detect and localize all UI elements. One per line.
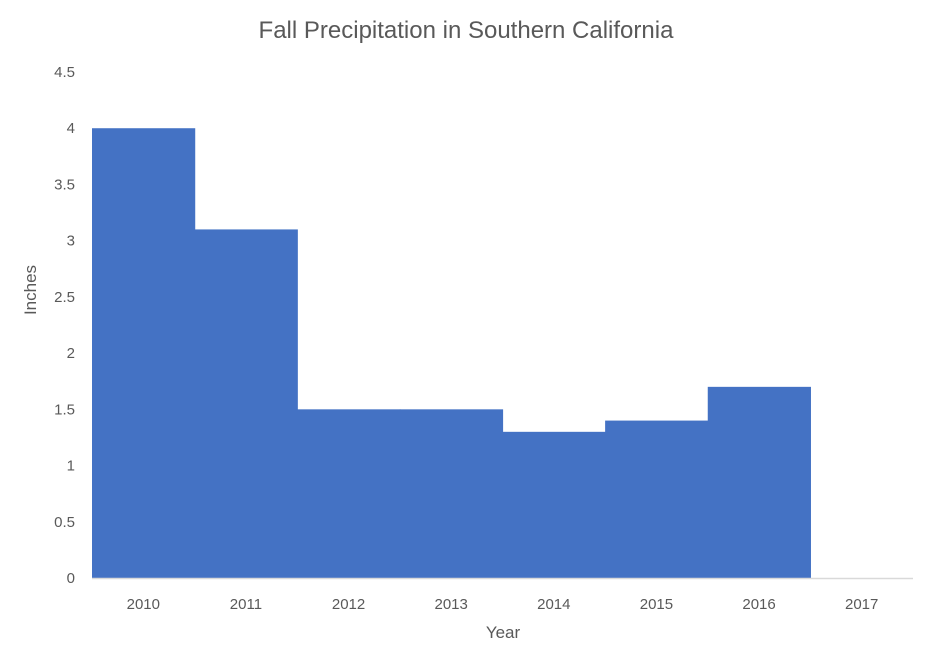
x-axis-label: Year — [486, 623, 521, 642]
x-tick-label: 2016 — [742, 596, 775, 613]
y-tick-label: 0 — [67, 570, 75, 587]
x-tick-label: 2017 — [845, 596, 878, 613]
x-tick-label: 2013 — [435, 596, 468, 613]
x-tick-label: 2014 — [537, 596, 570, 613]
x-tick-label: 2015 — [640, 596, 673, 613]
area-step-2015 — [605, 420, 709, 578]
area-step-2010 — [92, 128, 196, 578]
x-tick-labels: 2010 2011 2012 2013 2014 2015 2016 2017 — [127, 596, 879, 613]
area-step-2016 — [707, 386, 811, 578]
y-tick-label: 4 — [67, 120, 75, 137]
y-tick-label: 0.5 — [54, 514, 75, 531]
x-tick-label: 2010 — [127, 596, 160, 613]
x-tick-label: 2012 — [332, 596, 365, 613]
plot-area — [92, 128, 811, 578]
area-step-2013 — [399, 409, 504, 578]
y-tick-label: 2.5 — [54, 289, 75, 306]
x-tick-label: 2011 — [230, 596, 262, 613]
y-tick-label: 3 — [67, 233, 75, 250]
y-axis-label: Inches — [21, 265, 40, 315]
chart-title: Fall Precipitation in Southern Californi… — [259, 17, 675, 44]
y-tick-label: 3.5 — [54, 176, 75, 193]
area-step-2012 — [297, 409, 401, 578]
y-tick-label: 4.5 — [54, 64, 75, 81]
y-tick-label: 1 — [67, 458, 75, 475]
area-step-2014 — [502, 431, 606, 578]
area-step-2011 — [194, 229, 298, 578]
y-tick-label: 2 — [67, 345, 75, 362]
y-tick-labels: 0 0.5 1 1.5 2 2.5 3 3.5 4 4.5 — [54, 64, 75, 587]
y-tick-label: 1.5 — [54, 401, 75, 418]
